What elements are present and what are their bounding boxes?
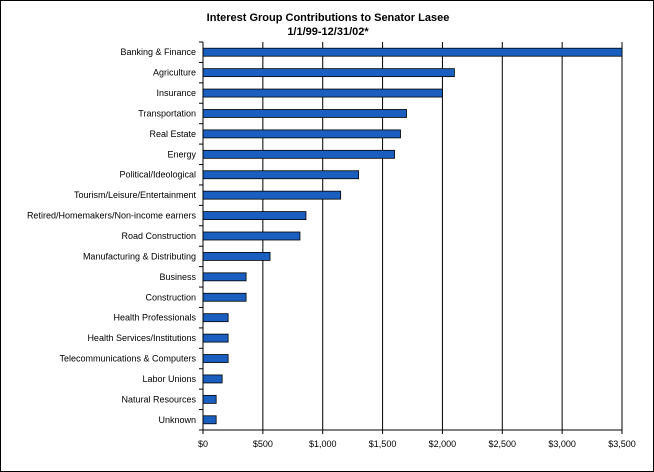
bar: [202, 149, 395, 159]
category-label: Transportation: [138, 108, 196, 118]
bar: [202, 394, 217, 404]
category-label: Business: [159, 272, 196, 282]
category-label: Construction: [145, 292, 196, 302]
bar: [202, 415, 217, 425]
category-label: Real Estate: [149, 129, 196, 139]
bar: [202, 129, 401, 139]
category-label: Health Services/Institutions: [87, 333, 196, 343]
category-label: Natural Resources: [121, 394, 196, 404]
category-label: Tourism/Leisure/Entertainment: [74, 190, 197, 200]
bar: [202, 333, 229, 343]
category-label: Manufacturing & Distributing: [83, 251, 196, 261]
category-label: Banking & Finance: [120, 47, 196, 57]
x-tick-label: $1,500: [369, 439, 397, 449]
category-label: Insurance: [156, 88, 196, 98]
bar: [202, 231, 301, 241]
bar: [202, 68, 455, 78]
x-tick-label: $3,000: [548, 439, 576, 449]
bar: [202, 47, 623, 57]
category-label: Road Construction: [121, 231, 196, 241]
x-tick-label: $500: [253, 439, 273, 449]
bar: [202, 211, 307, 220]
bar: [202, 190, 342, 200]
x-tick-label: $3,500: [608, 439, 636, 449]
bar: [202, 292, 247, 302]
bar: [202, 109, 407, 118]
x-tick-label: $1,000: [309, 439, 337, 449]
bar: [202, 170, 360, 180]
category-label: Retired/Homemakers/Non-income earners: [27, 211, 197, 221]
chart-title: Interest Group Contributions to Senator …: [207, 12, 450, 24]
bar: [202, 252, 271, 261]
category-label: Health Professionals: [113, 313, 196, 323]
category-label: Telecommunications & Computers: [59, 354, 196, 364]
bar: [202, 313, 229, 323]
category-label: Agriculture: [153, 68, 196, 78]
x-tick-label: $2,000: [429, 439, 457, 449]
x-tick-label: $0: [198, 439, 208, 449]
bar: [202, 374, 223, 384]
category-label: Political/Ideological: [119, 170, 196, 180]
bar: [202, 354, 229, 363]
bar: [202, 272, 247, 282]
bar: [202, 88, 443, 98]
category-label: Labor Unions: [142, 374, 196, 384]
chart-subtitle: 1/1/99-12/31/02*: [287, 26, 369, 38]
category-label: Unknown: [158, 415, 196, 425]
category-label: Energy: [167, 149, 196, 159]
plot-area: Banking & Finance Agriculture Insurance Tra…: [27, 41, 636, 449]
x-tick-label: $2,500: [489, 439, 517, 449]
